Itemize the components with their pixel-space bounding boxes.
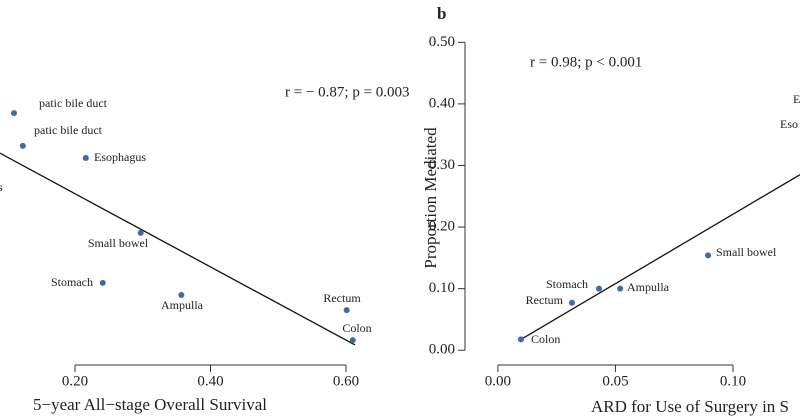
point <box>517 336 524 343</box>
point-label: Esophagus <box>94 150 146 164</box>
point-label: Stomach <box>546 277 588 291</box>
annotation: r = 0.98; p < 0.001 <box>530 54 642 70</box>
point-label: Stomach <box>51 275 93 289</box>
point <box>617 285 624 292</box>
point <box>137 229 144 236</box>
point <box>349 337 356 344</box>
x-axis-label: 5−year All−stage Overall Survival <box>33 395 267 414</box>
point <box>178 291 185 298</box>
point <box>11 110 18 117</box>
x-axis-label: ARD for Use of Surgery in S <box>591 397 789 416</box>
x-tick-label: 0.05 <box>602 373 628 389</box>
point <box>19 142 26 149</box>
point <box>82 155 89 161</box>
y-tick-label: 0.40 <box>429 95 455 111</box>
point-label: Small bowel <box>716 245 777 259</box>
point-label: Small bowel <box>88 236 149 250</box>
point <box>568 299 575 306</box>
y-tick-label: 0.10 <box>429 280 455 296</box>
point-label: Colon <box>342 321 371 335</box>
edge-label: E <box>793 92 800 106</box>
point-label: Ampulla <box>161 298 204 312</box>
point-label: Rectum <box>323 291 361 305</box>
annotation: r = − 0.87; p = 0.003 <box>285 84 410 100</box>
y-tick-label: 0.30 <box>429 157 455 173</box>
x-tick-label: 0.20 <box>62 373 88 389</box>
point <box>705 252 712 259</box>
point-label: Colon <box>531 332 560 346</box>
point-label: Rectum <box>526 293 564 307</box>
y-tick-label: 0.50 <box>429 34 455 50</box>
point <box>99 279 106 286</box>
point <box>343 307 350 314</box>
x-tick-label: 0.00 <box>485 373 511 389</box>
x-tick-label: 0.60 <box>333 373 359 389</box>
point-label: patic bile duct <box>34 123 103 137</box>
point-label: patic bile duct <box>39 96 108 110</box>
panel-label: b <box>437 4 446 23</box>
fit-line <box>520 174 800 340</box>
y-tick-label: 0.20 <box>429 218 455 234</box>
y-axis-label: Proportion Mediated <box>421 127 440 269</box>
y-tick-label: 0.00 <box>429 342 455 358</box>
point <box>596 285 602 292</box>
x-tick-label: 0.40 <box>197 373 223 389</box>
point-label: Ampulla <box>627 280 670 294</box>
edge-label: Eso <box>780 117 798 131</box>
edge-label: s <box>0 180 3 194</box>
fit-line <box>0 152 356 346</box>
x-tick-label: 0.10 <box>720 373 746 389</box>
